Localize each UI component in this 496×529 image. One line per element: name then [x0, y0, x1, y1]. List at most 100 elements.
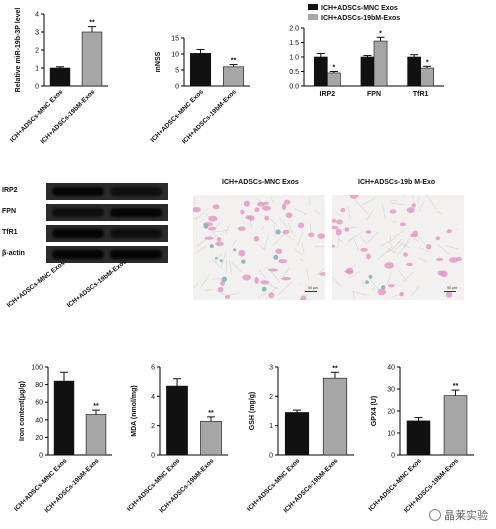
- blot-band: [110, 208, 162, 217]
- scale-bar-label: 50 μm: [308, 286, 318, 290]
- cell-nucleus: [317, 233, 325, 239]
- bar: [189, 53, 212, 87]
- tissue-fiber: [287, 222, 296, 238]
- significance-label: *: [379, 30, 382, 37]
- cell-nucleus: [193, 206, 201, 213]
- cell-nucleus: [412, 230, 419, 238]
- significance-label: *: [332, 65, 335, 72]
- cell-nucleus: [449, 257, 458, 263]
- blot-band: [52, 187, 104, 196]
- cell-nucleus: [399, 222, 406, 227]
- cell-nucleus: [215, 241, 224, 247]
- histology-title-2: ICH+ADSCs-19b M-Exo: [358, 179, 436, 186]
- cell-nucleus: [208, 226, 217, 231]
- cell-nucleus: [388, 284, 395, 288]
- cell-nucleus: [268, 292, 275, 299]
- tissue-fiber: [299, 284, 301, 286]
- blot-band: [52, 229, 104, 238]
- cell-nucleus: [260, 280, 270, 285]
- cell-nucleus: [336, 219, 343, 225]
- tissue-fiber: [386, 272, 392, 286]
- cell-nucleus: [285, 212, 293, 219]
- tissue-fiber: [235, 291, 241, 295]
- tissue-fiber: [348, 206, 351, 219]
- y-tick-label: 0: [391, 453, 395, 460]
- significance-label: **: [453, 383, 459, 390]
- cell-nucleus: [261, 205, 271, 211]
- y-tick-label: 0.0: [289, 84, 299, 91]
- watermark-text: 晶莱实验: [444, 510, 488, 522]
- blot-row-label: FPN: [2, 208, 16, 215]
- tissue-fiber: [337, 233, 340, 249]
- cell-nucleus: [248, 215, 255, 221]
- tissue-fiber: [314, 210, 321, 215]
- cell-nucleus: [384, 262, 394, 269]
- cell-nucleus: [275, 248, 283, 254]
- tissue-fiber: [278, 298, 281, 300]
- tissue-fiber: [221, 252, 227, 266]
- iron-stain-deposit: [209, 244, 214, 249]
- y-tick-label: 3: [35, 30, 39, 37]
- x-tick-label: ICH+ADSCs-MNC Exos: [9, 88, 65, 144]
- y-tick-label: 30: [387, 387, 395, 394]
- blot-band: [52, 250, 104, 259]
- tissue-fiber: [257, 244, 266, 251]
- tissue-fiber: [301, 243, 305, 254]
- bar: [222, 66, 245, 87]
- x-tick-label: IRP2: [320, 91, 336, 98]
- cell-nucleus: [281, 203, 287, 211]
- cell-nucleus: [308, 232, 315, 238]
- bar: [49, 67, 71, 87]
- y-axis-label: GSH (mg/g): [249, 392, 256, 431]
- iron-stain-deposit: [275, 229, 281, 235]
- y-tick-label: 1: [35, 66, 39, 73]
- tissue-fiber: [277, 281, 292, 296]
- y-tick-label: 15: [171, 36, 179, 43]
- y-tick-label: 80: [35, 382, 43, 389]
- iron-stain-deposit: [215, 256, 218, 260]
- tissue-fiber: [360, 236, 367, 244]
- cell-nucleus: [283, 199, 291, 205]
- tissue-fiber: [436, 210, 442, 214]
- cell-nucleus: [344, 227, 350, 232]
- blot-row: [46, 204, 168, 221]
- y-tick-label: 40: [387, 365, 395, 372]
- y-tick-label: 60: [35, 400, 43, 407]
- tissue-fiber: [193, 216, 200, 220]
- cell-nucleus: [242, 274, 252, 281]
- x-tick-label: ICH+ADSCs-MNC Exos: [150, 88, 205, 144]
- y-tick-label: 5: [175, 68, 179, 75]
- cell-nucleus: [455, 256, 462, 262]
- y-axis-label: Iron content(μg/g): [19, 381, 26, 441]
- y-tick-label: 2: [269, 394, 273, 401]
- blot-row-label: TfR1: [2, 229, 18, 236]
- cell-nucleus: [212, 204, 220, 210]
- tissue-fiber: [265, 286, 278, 299]
- tissue-fiber: [347, 232, 362, 242]
- y-tick-label: 40: [35, 417, 43, 424]
- cell-nucleus: [204, 236, 214, 240]
- tissue-fiber: [419, 247, 432, 253]
- cell-nucleus: [332, 244, 336, 248]
- tissue-fiber: [205, 288, 213, 292]
- tissue-fiber: [279, 217, 292, 234]
- watermark-logo-icon: [429, 509, 441, 521]
- bar: [443, 395, 468, 456]
- tissue-fiber: [381, 204, 386, 219]
- x-tick-label: ICH+ADSCs-19bM-Exos: [43, 457, 100, 514]
- cell-nucleus: [435, 257, 444, 262]
- x-tick-label: FPN: [367, 91, 381, 98]
- iron-stain-deposit: [203, 223, 209, 229]
- legend-entry: ICH+ADSCs-19bM-Exos: [321, 15, 400, 22]
- cell-nucleus: [253, 235, 260, 242]
- tissue-fiber: [309, 222, 312, 235]
- tissue-fiber: [454, 285, 462, 290]
- cell-nucleus: [224, 295, 230, 299]
- watermark: 晶莱实验: [429, 507, 488, 523]
- stain-pattern: [332, 195, 462, 300]
- iron-stain-deposit: [233, 248, 237, 252]
- tissue-fiber: [200, 273, 211, 288]
- tissue-fiber: [282, 267, 290, 278]
- blot-row: [46, 183, 168, 200]
